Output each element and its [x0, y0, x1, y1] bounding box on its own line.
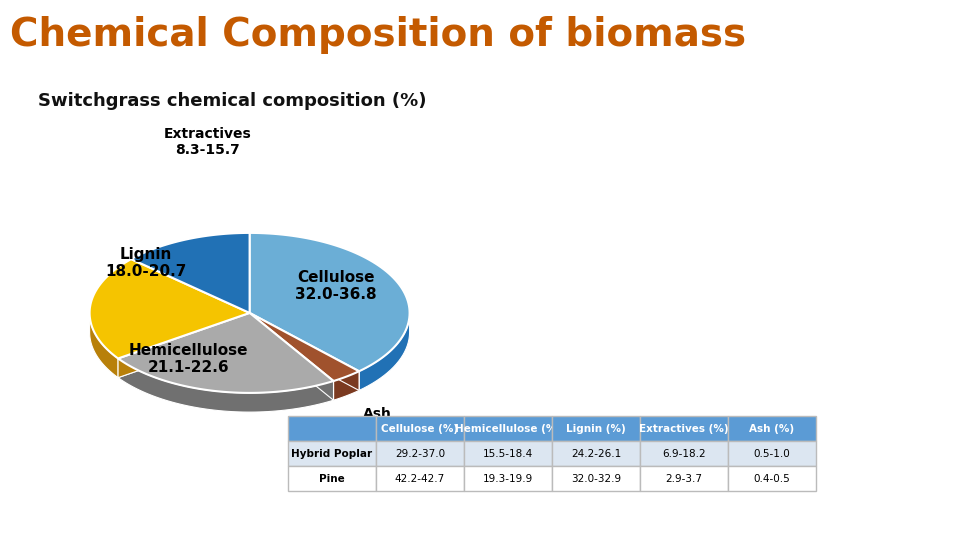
Text: Extractives
8.3-15.7: Extractives 8.3-15.7: [163, 127, 252, 157]
Text: Lignin
18.0-20.7: Lignin 18.0-20.7: [105, 247, 186, 280]
Polygon shape: [333, 372, 359, 400]
Polygon shape: [118, 313, 333, 393]
Polygon shape: [89, 259, 250, 359]
Text: Hemicellulose
21.1-22.6: Hemicellulose 21.1-22.6: [129, 343, 249, 375]
Text: Chemical Composition of biomass: Chemical Composition of biomass: [10, 16, 746, 54]
Polygon shape: [250, 313, 333, 400]
Text: Ash
2.1-3.7: Ash 2.1-3.7: [349, 407, 405, 437]
Text: Cellulose
32.0-36.8: Cellulose 32.0-36.8: [295, 270, 376, 302]
Polygon shape: [118, 313, 250, 377]
Polygon shape: [132, 233, 250, 313]
Polygon shape: [359, 314, 410, 390]
Polygon shape: [250, 313, 359, 390]
Polygon shape: [89, 314, 118, 377]
Polygon shape: [118, 359, 333, 412]
Polygon shape: [118, 313, 250, 377]
Polygon shape: [250, 313, 333, 400]
Polygon shape: [250, 313, 359, 381]
Polygon shape: [250, 313, 359, 390]
Polygon shape: [250, 233, 410, 372]
Text: Switchgrass chemical composition (%): Switchgrass chemical composition (%): [38, 92, 427, 110]
